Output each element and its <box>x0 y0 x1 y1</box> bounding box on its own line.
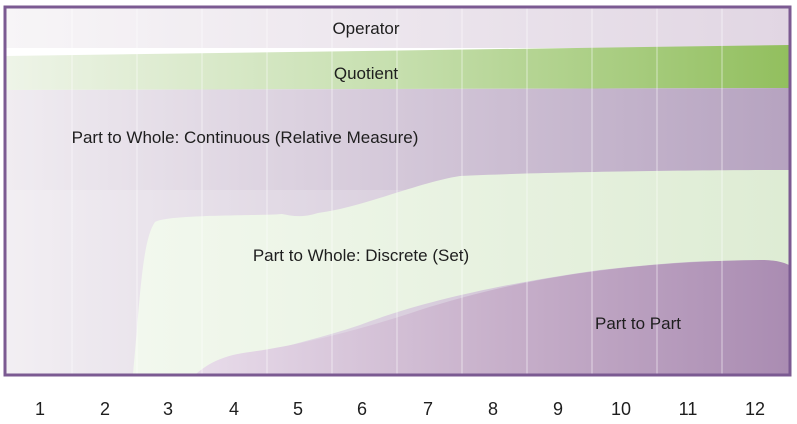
grade-axis: 1 2 3 4 5 6 7 8 9 10 11 12 <box>35 399 765 419</box>
grade-tick-6: 6 <box>357 399 367 419</box>
grade-tick-7: 7 <box>423 399 433 419</box>
grade-tick-3: 3 <box>163 399 173 419</box>
grade-tick-8: 8 <box>488 399 498 419</box>
grade-grid-lines <box>71 8 723 374</box>
grade-tick-1: 1 <box>35 399 45 419</box>
operator-label: Operator <box>332 19 399 38</box>
diagram-frame <box>3 5 792 377</box>
grade-tick-2: 2 <box>100 399 110 419</box>
discrete-label: Part to Whole: Discrete (Set) <box>253 246 469 265</box>
grade-tick-10: 10 <box>611 399 631 419</box>
grade-tick-11: 11 <box>679 399 698 419</box>
grade-tick-5: 5 <box>293 399 303 419</box>
quotient-label: Quotient <box>334 64 399 83</box>
grade-tick-12: 12 <box>745 399 765 419</box>
part-to-part-band <box>196 260 789 374</box>
part-to-part-label: Part to Part <box>595 314 681 333</box>
grade-tick-9: 9 <box>553 399 563 419</box>
continuous-label: Part to Whole: Continuous (Relative Meas… <box>72 128 419 147</box>
discrete-band <box>133 170 789 374</box>
grade-tick-4: 4 <box>229 399 239 419</box>
